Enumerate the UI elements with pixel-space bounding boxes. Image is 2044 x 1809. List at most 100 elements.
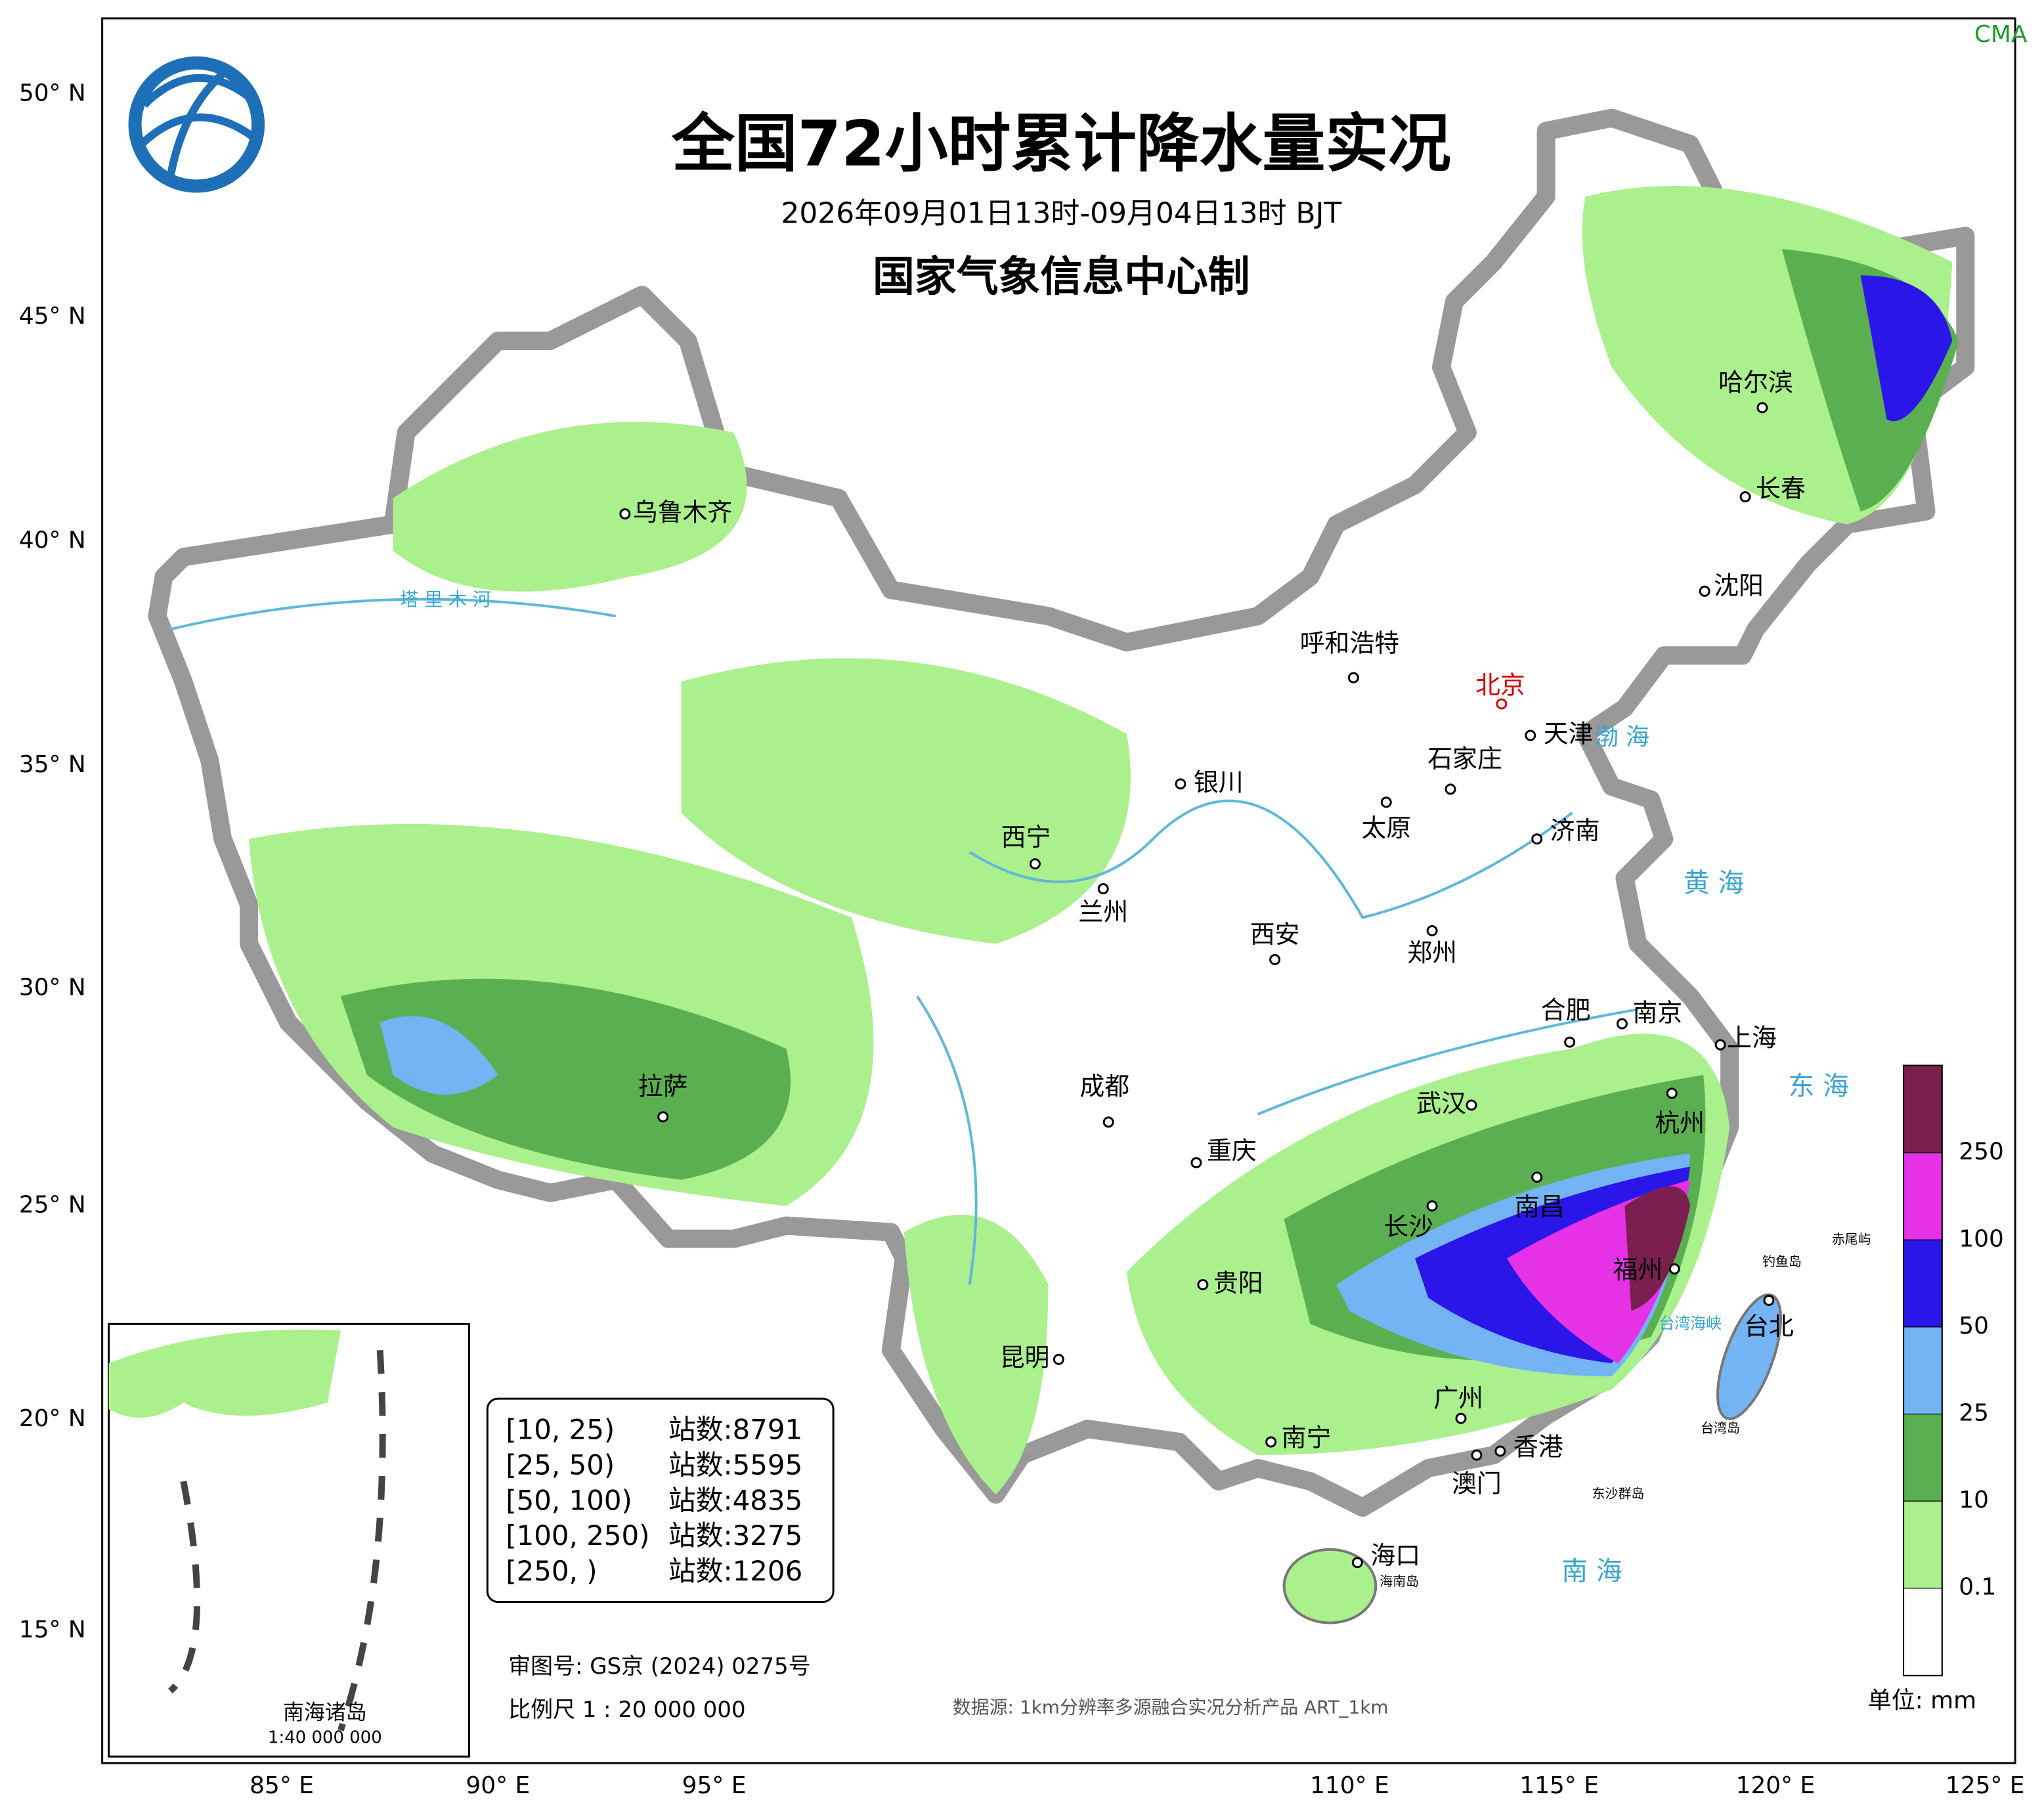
lon-label: 85° E xyxy=(250,1772,314,1799)
water-label: 海南岛 xyxy=(1380,1573,1419,1589)
map-scale: 比例尺 1 : 20 000 000 xyxy=(508,1697,745,1723)
station-box xyxy=(486,1397,835,1603)
legend-swatch xyxy=(1903,1326,1942,1415)
city-label: 广州 xyxy=(1433,1384,1483,1413)
legend-level: 10 xyxy=(1959,1487,1989,1514)
city-dot xyxy=(1347,672,1359,684)
legend-swatch xyxy=(1903,1152,1942,1240)
legend-swatch xyxy=(1903,1065,1942,1154)
station-range: [100, 250) xyxy=(506,1519,649,1552)
city-dot xyxy=(1531,1171,1543,1183)
water-label: 南 海 xyxy=(1561,1556,1622,1586)
water-label: 赤尾屿 xyxy=(1832,1231,1871,1247)
city-dot xyxy=(1756,402,1768,414)
precip-areas xyxy=(249,186,1959,1494)
lat-label: 30° N xyxy=(19,974,86,1001)
city-dot xyxy=(1471,1449,1483,1461)
taiwan-island xyxy=(1716,1293,1783,1420)
lon-label: 95° E xyxy=(682,1772,747,1799)
station-count: 站数:3275 xyxy=(668,1519,803,1552)
city-dot xyxy=(1097,883,1109,895)
city-dot xyxy=(1699,585,1710,597)
city-label: 济南 xyxy=(1550,816,1600,845)
city-label: 海口 xyxy=(1370,1541,1420,1570)
cma-mark: CMA xyxy=(1974,21,2028,48)
city-label: 沈阳 xyxy=(1714,571,1764,600)
cma-logo xyxy=(128,56,265,193)
legend-level: 100 xyxy=(1959,1225,2004,1252)
legend-swatch xyxy=(1903,1413,1942,1502)
legend-level: 50 xyxy=(1959,1313,1989,1340)
city-dot xyxy=(1466,1099,1477,1111)
city-label: 天津 xyxy=(1544,719,1594,748)
city-label: 石家庄 xyxy=(1427,744,1502,773)
water-label: 塔 里 木 河 xyxy=(400,588,490,610)
city-dot xyxy=(1265,1436,1277,1448)
lat-label: 20° N xyxy=(19,1405,86,1432)
lat-label: 45° N xyxy=(19,303,86,330)
lon-label: 110° E xyxy=(1310,1772,1389,1799)
title: 全国72小时累计降水量实况 xyxy=(671,107,1451,181)
subtitle: 2026年09月01日13时-09月04日13时 BJT xyxy=(781,196,1341,230)
city-label: 台北 xyxy=(1744,1312,1794,1341)
lat-label: 40° N xyxy=(19,527,86,554)
hainan-island xyxy=(1282,1548,1378,1624)
city-label: 澳门 xyxy=(1452,1469,1502,1498)
city-label: 呼和浩特 xyxy=(1300,629,1400,658)
station-range: [10, 25) xyxy=(506,1414,615,1446)
city-label: 杭州 xyxy=(1655,1108,1705,1137)
lat-label: 50° N xyxy=(19,80,86,107)
city-dot xyxy=(1269,953,1281,965)
station-count: 站数:4835 xyxy=(668,1484,803,1516)
city-label: 银川 xyxy=(1194,768,1244,796)
city-label: 西安 xyxy=(1250,920,1300,949)
city-dot xyxy=(1455,1412,1467,1424)
city-label: 南京 xyxy=(1632,999,1682,1028)
city-dot xyxy=(1190,1157,1202,1169)
lat-label: 25° N xyxy=(19,1192,86,1219)
city-dot xyxy=(1197,1278,1209,1290)
city-label: 香港 xyxy=(1513,1432,1563,1461)
station-range: [25, 50) xyxy=(506,1449,615,1481)
dynamic-layer: 全国72小时累计降水量实况 2026年09月01日13时-09月04日13时 BJ… xyxy=(19,21,2028,1799)
city-label: 西宁 xyxy=(1001,823,1051,852)
inset-land xyxy=(108,1329,341,1418)
city-dot xyxy=(1668,1263,1680,1275)
city-dot xyxy=(1496,698,1508,710)
station-range: [250, ) xyxy=(506,1555,597,1587)
water-label: 台湾海峡 xyxy=(1659,1314,1722,1332)
inset-boundary xyxy=(168,1349,386,1732)
water-label: 东沙群岛 xyxy=(1592,1485,1645,1501)
lat-label: 15° N xyxy=(19,1616,86,1643)
station-count: 站数:8791 xyxy=(668,1414,803,1446)
city-dot xyxy=(1102,1116,1114,1128)
city-dot xyxy=(1426,925,1438,936)
city-label: 哈尔滨 xyxy=(1718,368,1793,397)
lon-label: 90° E xyxy=(466,1772,530,1799)
city-dot xyxy=(1763,1294,1775,1306)
city-dot xyxy=(1380,796,1392,808)
city-label: 重庆 xyxy=(1207,1136,1257,1165)
city-dot xyxy=(1445,783,1456,795)
legend-level: 0.1 xyxy=(1959,1574,1996,1601)
city-label: 郑州 xyxy=(1407,938,1457,967)
lon-label: 125° E xyxy=(1946,1772,2025,1799)
city-dot xyxy=(619,508,631,520)
station-count: 站数:1206 xyxy=(668,1555,803,1587)
city-dot xyxy=(1525,730,1536,741)
city-label: 兰州 xyxy=(1078,898,1128,926)
city-label: 南宁 xyxy=(1282,1424,1332,1452)
city-label: 贵阳 xyxy=(1213,1269,1263,1297)
city-dot xyxy=(1053,1353,1064,1365)
city-label: 长春 xyxy=(1756,474,1806,503)
legend-swatch xyxy=(1903,1588,1942,1676)
city-dot xyxy=(1531,833,1543,845)
legend-unit: 单位: mm xyxy=(1868,1687,1976,1714)
city-dot xyxy=(1351,1557,1363,1569)
city-dot xyxy=(1175,778,1186,790)
map-frame xyxy=(101,17,2016,1764)
legend-level: 250 xyxy=(1959,1139,2004,1166)
city-label: 成都 xyxy=(1079,1072,1129,1101)
